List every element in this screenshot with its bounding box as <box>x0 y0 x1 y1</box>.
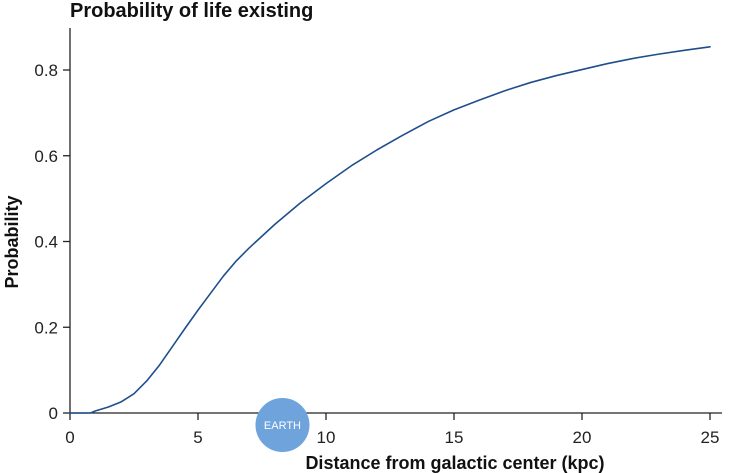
earth-marker-label: EARTH <box>264 420 301 432</box>
y-tick-label: 0.6 <box>34 147 58 166</box>
y-tick-label: 0 <box>49 404 58 423</box>
axes: 0 5 10 15 20 25 0 0.2 0.4 0.6 0.8 <box>34 28 722 447</box>
series-layer <box>69 46 711 414</box>
x-tick-label: 20 <box>573 428 592 447</box>
y-tick-label: 0.4 <box>34 233 58 252</box>
annotation-layer: EARTH <box>255 398 310 452</box>
y-axis-label: Probability <box>2 195 22 288</box>
x-tick-label: 0 <box>65 428 74 447</box>
earth-marker <box>255 398 310 452</box>
x-axis-label: Distance from galactic center (kpc) <box>305 453 604 473</box>
x-tick-label: 25 <box>701 428 720 447</box>
x-tick-label: 5 <box>193 428 202 447</box>
y-tick-label: 0.8 <box>34 61 58 80</box>
x-tick-label: 15 <box>445 428 464 447</box>
y-tick-label: 0.2 <box>34 318 58 337</box>
x-tick-label: 10 <box>317 428 336 447</box>
series-line <box>69 46 711 414</box>
chart-title: Probability of life existing <box>70 0 313 22</box>
